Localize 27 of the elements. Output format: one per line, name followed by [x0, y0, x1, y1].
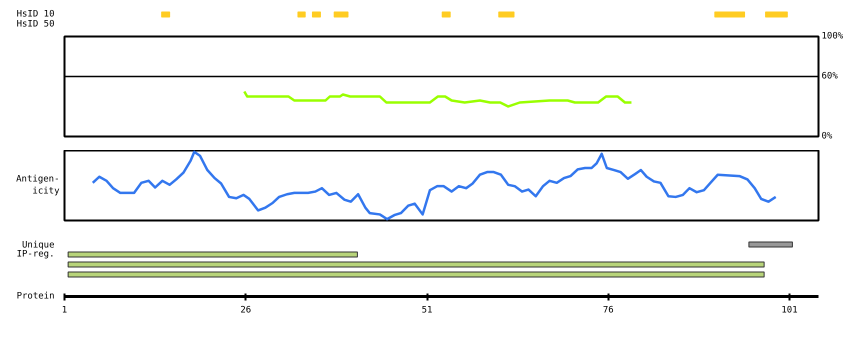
x-axis-title: Protein	[16, 292, 55, 302]
x-tick-label: 76	[602, 306, 614, 316]
bar	[442, 12, 451, 18]
y-tick-label: IP-reg.	[16, 250, 55, 260]
bar	[334, 12, 348, 18]
y-axis-title: Antigen- icity	[16, 174, 60, 196]
bar	[161, 12, 170, 18]
bar	[297, 12, 306, 18]
line-series	[243, 90, 633, 108]
bar	[68, 252, 358, 258]
bar	[714, 12, 746, 18]
y-tick-label: HsID 50	[16, 20, 55, 30]
y-tick-label: HsID 10	[16, 10, 55, 20]
y-tick-label: 0%	[822, 132, 833, 142]
x-tick-label: 26	[240, 306, 252, 316]
y-tick-label: 100%	[822, 32, 844, 42]
bar	[498, 12, 514, 18]
bar	[312, 12, 321, 18]
bar	[68, 262, 765, 268]
x-tick-label: 101	[781, 306, 798, 316]
x-tick-label: 51	[422, 306, 432, 316]
bar	[748, 242, 793, 248]
bar	[765, 12, 788, 18]
y-tick-label: Unique	[22, 240, 55, 250]
x-tick-label: 1	[62, 306, 68, 316]
y-tick-label: 60%	[822, 72, 838, 82]
bar	[68, 272, 765, 278]
